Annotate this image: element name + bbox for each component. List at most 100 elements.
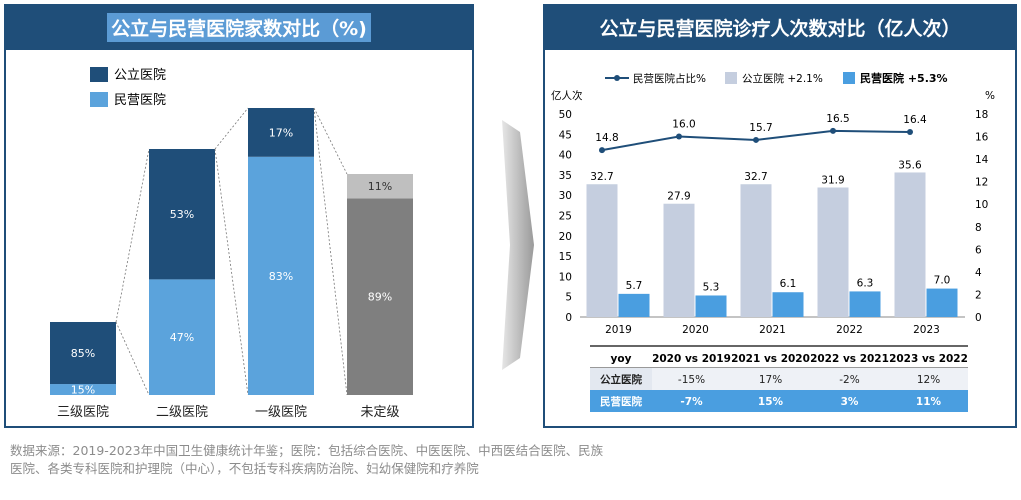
ratio-label-2022: 16.5 xyxy=(826,113,849,125)
legend-ratio-marker xyxy=(614,75,620,81)
ratio-label-2019: 14.8 xyxy=(595,132,618,144)
bar-private-2019 xyxy=(618,293,650,317)
label-public-2023: 35.6 xyxy=(898,159,922,171)
legend-public-swatch xyxy=(90,67,108,82)
ratio-label-2023: 16.4 xyxy=(903,114,927,126)
yoy-cell-0-3: 12% xyxy=(917,374,940,386)
yoy-header-1: 2020 vs 2019 xyxy=(652,353,731,365)
category-label-2: 二级医院 xyxy=(156,405,208,420)
hospital-count-title: 公立与民营医院家数对比（%) xyxy=(4,4,474,50)
y2-tick-label: 10 xyxy=(975,199,988,211)
source-note: 数据来源：2019-2023年中国卫生健康统计年鉴；医院：包括综合医院、中医医院… xyxy=(10,443,604,476)
bar-private-2 xyxy=(149,279,215,395)
ratio-point-2022 xyxy=(830,127,836,134)
transition-arrow-icon xyxy=(502,120,534,370)
label-bottom-3: 83% xyxy=(269,270,293,283)
label-bottom-2: 47% xyxy=(170,331,194,344)
y-tick-label: 25 xyxy=(559,211,572,223)
yoy-row-label-bg xyxy=(590,390,652,412)
y-tick-label: 35 xyxy=(559,170,572,182)
ratio-label-2021: 15.7 xyxy=(749,122,772,134)
label-bottom-4: 89% xyxy=(368,291,392,304)
bar-public-4 xyxy=(347,174,413,199)
label-private-2022: 6.3 xyxy=(857,277,874,289)
bar-private-4 xyxy=(347,198,413,395)
visits-chart: 民营医院占比% 公立医院 +2.1% 民营医院 +5.3%亿人次 %051015202… xyxy=(551,71,995,412)
legend-public-label: 公立医院 +2.1% xyxy=(742,72,823,85)
connector-line xyxy=(313,107,348,175)
label-top-3: 17% xyxy=(269,126,293,139)
y2-axis-title: % xyxy=(985,90,995,102)
y2-tick-label: 0 xyxy=(975,312,982,324)
y2-tick-label: 14 xyxy=(975,154,989,166)
y2-tick-label: 16 xyxy=(975,132,989,144)
bar-public-1 xyxy=(50,322,116,385)
legend-public-swatch xyxy=(725,72,737,84)
y2-tick-label: 8 xyxy=(975,222,982,234)
legend-private-swatch xyxy=(90,92,108,107)
y-tick-label: 50 xyxy=(559,109,572,121)
legend-private-label: 民营医院 xyxy=(114,93,166,108)
connector-line xyxy=(214,107,249,150)
bar-private-2021 xyxy=(772,292,804,317)
yoy-header-3: 2022 vs 2021 xyxy=(810,353,889,365)
category-label-1: 三级医院 xyxy=(57,405,109,420)
legend-private-swatch xyxy=(843,72,855,84)
yoy-row-bg xyxy=(652,390,968,412)
x-tick-label: 2019 xyxy=(605,324,632,336)
x-tick-label: 2023 xyxy=(913,324,940,336)
x-tick-label: 2020 xyxy=(682,324,709,336)
visits-title: 公立与民营医院诊疗人次数对比（亿人次） xyxy=(543,4,1017,50)
hospital-count-chart: 85% 15% 三级医院 53% 47% 二级医院 17% 83% 一级医院 11% 89% 未定级 公… xyxy=(50,67,413,420)
y-tick-label: 0 xyxy=(565,312,572,324)
bar-private-1 xyxy=(50,384,116,395)
bar-public-2022 xyxy=(817,187,849,317)
ratio-point-2023 xyxy=(907,129,913,136)
label-top-4: 11% xyxy=(368,180,392,193)
ratio-point-2020 xyxy=(676,133,682,140)
bar-public-2019 xyxy=(586,184,618,317)
connector-line xyxy=(214,148,249,396)
label-public-2020: 27.9 xyxy=(667,191,690,203)
x-tick-label: 2022 xyxy=(836,324,863,336)
legend-private-label: 民营医院 +5.3% xyxy=(860,71,948,85)
ratio-point-2021 xyxy=(753,136,759,143)
yoy-cell-1-1: 15% xyxy=(758,396,784,408)
label-public-2022: 31.9 xyxy=(821,174,844,186)
label-private-2023: 7.0 xyxy=(934,275,951,287)
yoy-cell-0-1: 17% xyxy=(759,374,782,386)
yoy-header-0: yoy xyxy=(611,353,632,365)
yoy-row-label-1: 民营医院 xyxy=(600,395,642,408)
y-tick-label: 15 xyxy=(559,251,572,263)
bar-private-2022 xyxy=(849,291,881,317)
legend-ratio-label: 民营医院占比% xyxy=(633,72,706,85)
label-public-2021: 32.7 xyxy=(744,171,767,183)
label-top-1: 85% xyxy=(71,347,95,360)
yoy-cell-0-2: -2% xyxy=(839,374,859,386)
y-tick-label: 20 xyxy=(559,231,572,243)
yoy-row-label-0: 公立医院 xyxy=(600,373,642,386)
bar-private-2020 xyxy=(695,295,727,317)
label-bottom-1: 15% xyxy=(71,384,95,397)
label-public-2019: 32.7 xyxy=(590,171,613,183)
hospital-count-panel: 公立与民营医院家数对比（%) 85% 15% 三级医院 53% 47% 二级医院 17% 83… xyxy=(4,4,474,428)
connector-line xyxy=(115,148,150,323)
label-private-2019: 5.7 xyxy=(626,280,643,292)
y-tick-label: 30 xyxy=(559,190,572,202)
y2-tick-label: 6 xyxy=(975,244,982,256)
category-label-4: 未定级 xyxy=(360,405,399,420)
bar-private-3 xyxy=(248,156,314,395)
yoy-cell-1-0: -7% xyxy=(680,396,703,408)
yoy-header-4: 2023 vs 2022 xyxy=(889,353,968,365)
bar-public-2 xyxy=(149,149,215,280)
bar-public-2021 xyxy=(740,184,772,317)
yoy-cell-0-0: -15% xyxy=(678,374,705,386)
yoy-row-label-bg xyxy=(590,368,652,390)
bar-private-2023 xyxy=(926,288,958,317)
y-tick-label: 5 xyxy=(565,292,572,304)
connector-line xyxy=(115,321,150,396)
label-top-2: 53% xyxy=(170,208,194,221)
y-tick-label: 10 xyxy=(559,271,572,283)
category-label-3: 一级医院 xyxy=(255,405,307,420)
ratio-label-2020: 16.0 xyxy=(672,119,695,131)
